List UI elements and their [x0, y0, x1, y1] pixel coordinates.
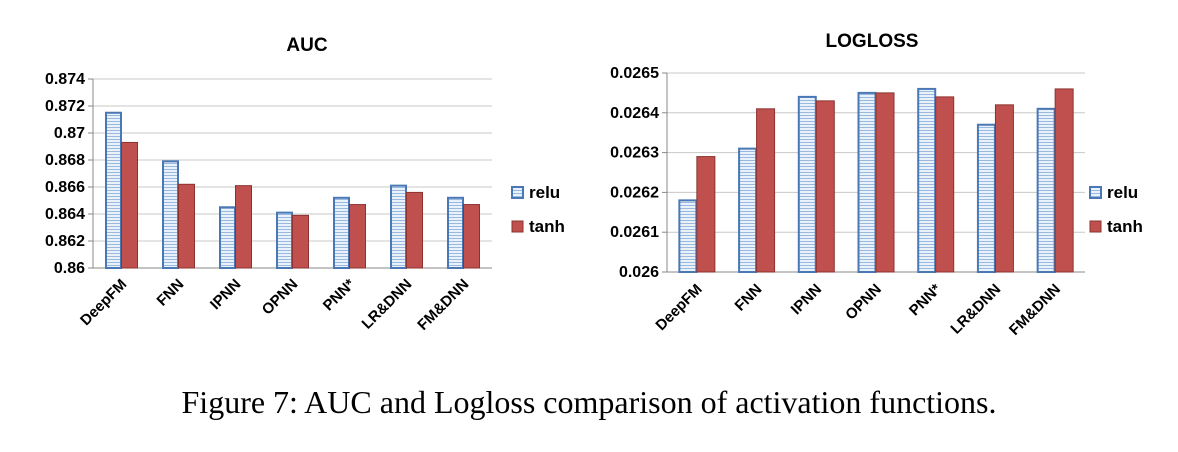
logloss-chart: LOGLOSS 0.0260.02610.02620.02630.02640.0… [610, 31, 1143, 339]
bar-relu-lrdnn [976, 123, 996, 273]
legend-swatch-tanh [511, 220, 524, 233]
x-tick-labels: DeepFM FNN IPNN OPNN PNN* LR&DNN FM&DNN [77, 276, 472, 334]
y-tick-label: 0.87 [54, 125, 85, 142]
legend-label-relu: relu [529, 183, 560, 202]
bar-relu-lrdnn [390, 184, 407, 269]
x-tick-label: OPNN [842, 281, 885, 324]
x-tick-label: IPNN [207, 276, 244, 313]
y-tick-label: 0.0262 [610, 184, 659, 201]
y-tick-label: 0.0261 [610, 224, 659, 241]
y-tick-label: 0.0263 [610, 145, 659, 162]
y-tick-label: 0.874 [45, 71, 85, 88]
legend-label-relu: relu [1107, 183, 1138, 202]
bar-relu-deepfm [678, 199, 698, 273]
legend-swatch-tanh [1089, 220, 1102, 233]
bar-tanh-fmdnn [463, 204, 480, 269]
bar-relu-pnn [333, 196, 350, 269]
bar-tanh-fnn [178, 183, 195, 269]
legend-label-tanh: tanh [1107, 217, 1143, 236]
bar-tanh-ipnn [815, 100, 835, 273]
chart-title: AUC [286, 35, 327, 56]
x-tick-label: PNN* [906, 281, 945, 320]
y-tick-label: 0.866 [45, 179, 85, 196]
figure-caption: Figure 7: AUC and Logloss comparison of … [181, 384, 997, 420]
bar-relu-fmdnn [447, 196, 464, 269]
x-tick-label: FNN [732, 281, 766, 315]
x-tick-label: FM&DNN [414, 276, 472, 334]
legend: relu tanh [511, 183, 565, 236]
legend: relu tanh [1089, 183, 1143, 236]
y-tick-label: 0.868 [45, 152, 85, 169]
bar-tanh-pnn [935, 96, 955, 273]
x-tick-label: LR&DNN [359, 276, 416, 333]
bar-tanh-lrdnn [406, 191, 423, 269]
bar-tanh-fmdnn [1054, 88, 1074, 273]
bar-tanh-lrdnn [994, 104, 1014, 273]
bar-relu-ipnn [797, 95, 817, 273]
bars [105, 111, 480, 270]
y-tick-label: 0.0264 [610, 105, 659, 122]
legend-swatch-relu [511, 186, 524, 199]
y-tick-label: 0.864 [45, 206, 85, 223]
x-tick-label: DeepFM [652, 281, 705, 334]
bar-relu-ipnn [219, 206, 236, 269]
y-tick-label: 0.872 [45, 98, 85, 115]
bar-tanh-ipnn [235, 185, 252, 269]
bar-relu-opnn [857, 91, 877, 274]
bar-relu-fnn [738, 147, 758, 273]
bar-tanh-deepfm [696, 156, 716, 273]
y-tick-label: 0.862 [45, 233, 85, 250]
x-tick-label: OPNN [259, 276, 302, 319]
bar-relu-fmdnn [1036, 107, 1056, 273]
bar-tanh-deepfm [121, 141, 138, 269]
chart-title: LOGLOSS [826, 31, 919, 52]
x-tick-label: PNN* [320, 276, 359, 315]
bar-tanh-opnn [292, 214, 309, 269]
bar-relu-deepfm [105, 111, 122, 269]
y-tick-labels: 0.026 0.0261 0.0262 0.0263 0.0264 0.0265 [610, 65, 659, 281]
bar-relu-fnn [162, 160, 179, 270]
y-tick-label: 0.86 [54, 260, 85, 277]
bar-tanh-pnn [349, 204, 366, 269]
y-tick-label: 0.0265 [610, 65, 659, 82]
bar-tanh-fnn [756, 108, 776, 273]
x-tick-labels: DeepFM FNN IPNN OPNN PNN* LR&DNN FM&DNN [652, 281, 1064, 339]
figure-canvas: AUC 0.860.8620.8640.8660.8680.870.8720.8… [45, 31, 1143, 339]
x-tick-label: FNN [154, 276, 188, 310]
bar-tanh-opnn [875, 92, 895, 273]
auc-chart: AUC 0.860.8620.8640.8660.8680.870.8720.8… [45, 35, 565, 334]
x-tick-label: LR&DNN [947, 281, 1004, 338]
legend-swatch-relu [1089, 186, 1102, 199]
x-tick-label: DeepFM [77, 276, 130, 329]
x-tick-label: IPNN [788, 281, 825, 318]
bars [678, 87, 1074, 274]
bar-relu-opnn [276, 211, 293, 269]
y-tick-label: 0.026 [619, 264, 659, 281]
bar-relu-pnn [917, 87, 937, 273]
x-tick-label: FM&DNN [1006, 281, 1064, 339]
y-tick-labels: 0.86 0.862 0.864 0.866 0.868 0.87 0.872 0.874 [45, 71, 85, 277]
legend-label-tanh: tanh [529, 217, 565, 236]
